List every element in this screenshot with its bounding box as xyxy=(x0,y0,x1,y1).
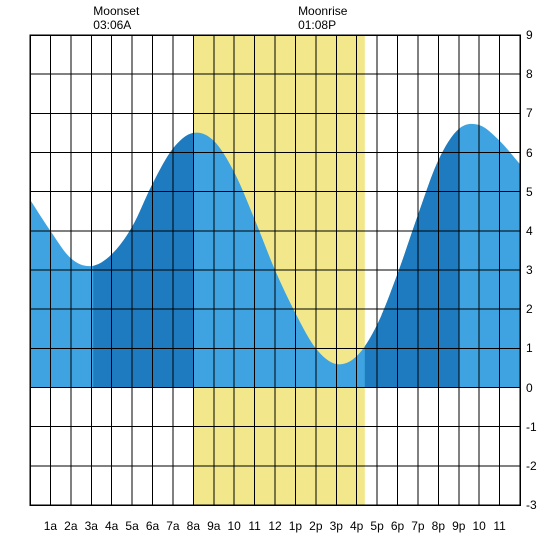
moonset-time: 03:06A xyxy=(93,18,139,32)
chart-svg xyxy=(0,0,550,550)
y-tick-label: 1 xyxy=(526,341,533,355)
y-tick-label: -2 xyxy=(526,459,537,473)
x-tick-label: 2a xyxy=(61,519,81,533)
x-tick-label: 5a xyxy=(122,519,142,533)
x-tick-label: 8a xyxy=(183,519,203,533)
y-tick-label: 2 xyxy=(526,302,533,316)
x-tick-label: 11 xyxy=(490,519,510,533)
y-tick-label: 7 xyxy=(526,106,533,120)
y-tick-label: 0 xyxy=(526,381,533,395)
moonset-title: Moonset xyxy=(93,4,139,18)
y-tick-label: 6 xyxy=(526,146,533,160)
x-tick-label: 2p xyxy=(306,519,326,533)
x-tick-label: 5p xyxy=(367,519,387,533)
x-tick-label: 7p xyxy=(408,519,428,533)
x-tick-label: 4p xyxy=(347,519,367,533)
moonrise-annotation: Moonrise 01:08P xyxy=(298,4,347,33)
x-tick-label: 6a xyxy=(143,519,163,533)
x-tick-label: 1a xyxy=(40,519,60,533)
moonset-annotation: Moonset 03:06A xyxy=(93,4,139,33)
y-tick-label: 5 xyxy=(526,185,533,199)
x-tick-label: 12 xyxy=(265,519,285,533)
x-tick-label: 10 xyxy=(469,519,489,533)
moonrise-time: 01:08P xyxy=(298,18,347,32)
x-tick-label: 11 xyxy=(245,519,265,533)
x-tick-label: 8p xyxy=(428,519,448,533)
x-tick-label: 7a xyxy=(163,519,183,533)
x-tick-label: 6p xyxy=(388,519,408,533)
y-tick-label: 3 xyxy=(526,263,533,277)
x-tick-label: 3a xyxy=(81,519,101,533)
x-tick-label: 10 xyxy=(224,519,244,533)
tide-chart: Moonset 03:06A Moonrise 01:08P 9 8 7 6 5 4 3 2 1… xyxy=(0,0,550,550)
x-tick-label: 3p xyxy=(326,519,346,533)
y-tick-label: 4 xyxy=(526,224,533,238)
x-tick-label: 4a xyxy=(102,519,122,533)
x-tick-label: 9a xyxy=(204,519,224,533)
x-tick-label: 1p xyxy=(285,519,305,533)
moonrise-title: Moonrise xyxy=(298,4,347,18)
y-tick-label: 8 xyxy=(526,67,533,81)
y-tick-label: -3 xyxy=(526,498,537,512)
y-tick-label: 9 xyxy=(526,28,533,42)
x-tick-label: 9p xyxy=(449,519,469,533)
y-tick-label: -1 xyxy=(526,420,537,434)
